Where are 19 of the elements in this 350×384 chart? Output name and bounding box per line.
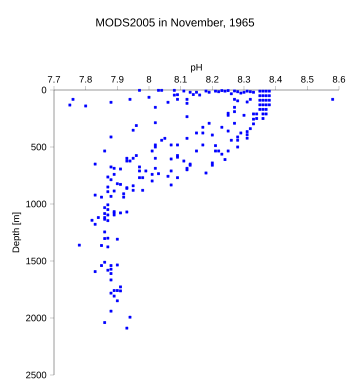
x-tick-label: 8.5 <box>301 76 314 83</box>
x-tick-label: 8 <box>146 76 152 83</box>
x-tick-label: 8.2 <box>206 76 218 83</box>
x-tick-label: 8.6 <box>332 76 346 83</box>
x-tick-label: 7.8 <box>80 76 92 83</box>
y-tick-label: 2500 <box>26 372 46 378</box>
x-tick-label: 7.7 <box>48 76 60 83</box>
x-tick-label: 8.1 <box>174 76 187 83</box>
y-axis-title: Depth [m] <box>12 212 22 252</box>
y-tick-label: 2000 <box>26 314 46 322</box>
y-tick-label: 500 <box>31 144 46 150</box>
x-axis-title: pH <box>191 64 202 72</box>
x-tick-label: 8.4 <box>269 76 282 83</box>
chart-title: MODS2005 in November, 1965 <box>96 18 254 28</box>
x-tick-label: 8.3 <box>238 76 250 83</box>
y-tick-label: 1000 <box>26 200 46 208</box>
x-tick-label: 7.9 <box>111 76 124 83</box>
y-tick-label: 1500 <box>26 258 46 264</box>
y-tick-label: 0 <box>42 86 46 94</box>
